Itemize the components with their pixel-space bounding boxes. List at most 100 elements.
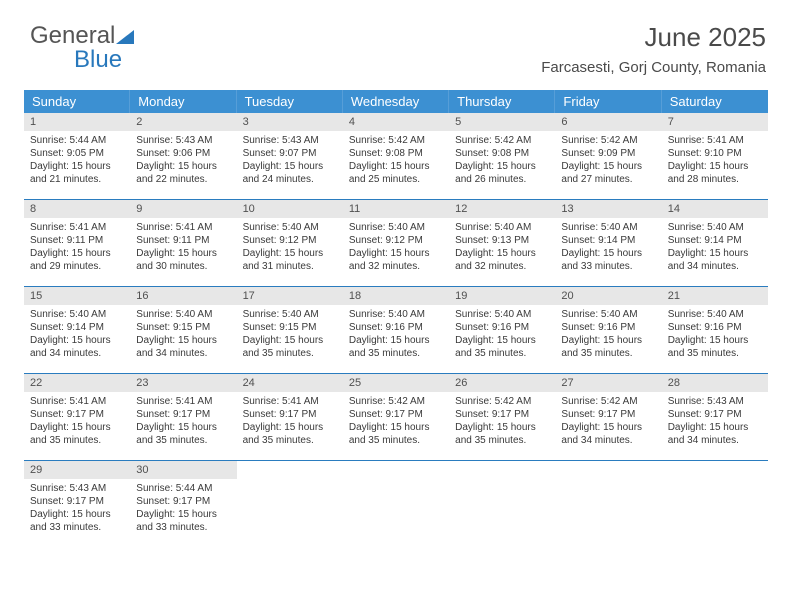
day-cell: 13Sunrise: 5:40 AMSunset: 9:14 PMDayligh… bbox=[555, 200, 661, 286]
sunrise-text: Sunrise: 5:41 AM bbox=[30, 395, 124, 408]
daylight-text: and 28 minutes. bbox=[668, 173, 762, 186]
daylight-text: Daylight: 15 hours bbox=[243, 247, 337, 260]
daylight-text: Daylight: 15 hours bbox=[30, 508, 124, 521]
sunset-text: Sunset: 9:17 PM bbox=[349, 408, 443, 421]
day-number: 1 bbox=[24, 113, 130, 131]
day-cell: 25Sunrise: 5:42 AMSunset: 9:17 PMDayligh… bbox=[343, 374, 449, 460]
daylight-text: Daylight: 15 hours bbox=[349, 334, 443, 347]
sunset-text: Sunset: 9:15 PM bbox=[136, 321, 230, 334]
daylight-text: and 35 minutes. bbox=[455, 347, 549, 360]
sunset-text: Sunset: 9:17 PM bbox=[30, 408, 124, 421]
sunset-text: Sunset: 9:07 PM bbox=[243, 147, 337, 160]
brand-triangle-icon bbox=[116, 30, 134, 44]
sunset-text: Sunset: 9:17 PM bbox=[136, 495, 230, 508]
sunrise-text: Sunrise: 5:40 AM bbox=[243, 221, 337, 234]
day-cell bbox=[237, 461, 343, 547]
daylight-text: and 30 minutes. bbox=[136, 260, 230, 273]
day-cell: 26Sunrise: 5:42 AMSunset: 9:17 PMDayligh… bbox=[449, 374, 555, 460]
day-cell: 20Sunrise: 5:40 AMSunset: 9:16 PMDayligh… bbox=[555, 287, 661, 373]
sunrise-text: Sunrise: 5:43 AM bbox=[136, 134, 230, 147]
daylight-text: and 35 minutes. bbox=[561, 347, 655, 360]
sunrise-text: Sunrise: 5:43 AM bbox=[243, 134, 337, 147]
daylight-text: Daylight: 15 hours bbox=[455, 160, 549, 173]
daylight-text: Daylight: 15 hours bbox=[561, 334, 655, 347]
weeks-container: 1Sunrise: 5:44 AMSunset: 9:05 PMDaylight… bbox=[24, 113, 768, 547]
day-cell: 14Sunrise: 5:40 AMSunset: 9:14 PMDayligh… bbox=[662, 200, 768, 286]
daylight-text: and 35 minutes. bbox=[243, 347, 337, 360]
sunrise-text: Sunrise: 5:44 AM bbox=[136, 482, 230, 495]
sunset-text: Sunset: 9:16 PM bbox=[455, 321, 549, 334]
daylight-text: Daylight: 15 hours bbox=[243, 160, 337, 173]
day-number: 11 bbox=[343, 200, 449, 218]
day-cell: 27Sunrise: 5:42 AMSunset: 9:17 PMDayligh… bbox=[555, 374, 661, 460]
daylight-text: and 31 minutes. bbox=[243, 260, 337, 273]
day-cell: 17Sunrise: 5:40 AMSunset: 9:15 PMDayligh… bbox=[237, 287, 343, 373]
day-cell: 12Sunrise: 5:40 AMSunset: 9:13 PMDayligh… bbox=[449, 200, 555, 286]
sunrise-text: Sunrise: 5:41 AM bbox=[136, 395, 230, 408]
daylight-text: and 29 minutes. bbox=[30, 260, 124, 273]
daylight-text: Daylight: 15 hours bbox=[243, 421, 337, 434]
sunrise-text: Sunrise: 5:42 AM bbox=[349, 134, 443, 147]
week-row: 15Sunrise: 5:40 AMSunset: 9:14 PMDayligh… bbox=[24, 287, 768, 374]
weekday-header: Sunday bbox=[24, 90, 130, 113]
sunrise-text: Sunrise: 5:42 AM bbox=[561, 134, 655, 147]
day-cell: 2Sunrise: 5:43 AMSunset: 9:06 PMDaylight… bbox=[130, 113, 236, 199]
sunrise-text: Sunrise: 5:42 AM bbox=[455, 395, 549, 408]
daylight-text: and 33 minutes. bbox=[136, 521, 230, 534]
daylight-text: and 34 minutes. bbox=[668, 260, 762, 273]
sunrise-text: Sunrise: 5:40 AM bbox=[136, 308, 230, 321]
day-number: 21 bbox=[662, 287, 768, 305]
sunrise-text: Sunrise: 5:40 AM bbox=[349, 221, 443, 234]
sunrise-text: Sunrise: 5:43 AM bbox=[668, 395, 762, 408]
sunset-text: Sunset: 9:15 PM bbox=[243, 321, 337, 334]
daylight-text: and 33 minutes. bbox=[30, 521, 124, 534]
daylight-text: and 33 minutes. bbox=[561, 260, 655, 273]
calendar-grid: Sunday Monday Tuesday Wednesday Thursday… bbox=[24, 90, 768, 547]
daylight-text: Daylight: 15 hours bbox=[136, 508, 230, 521]
sunset-text: Sunset: 9:13 PM bbox=[455, 234, 549, 247]
day-number: 24 bbox=[237, 374, 343, 392]
day-cell: 10Sunrise: 5:40 AMSunset: 9:12 PMDayligh… bbox=[237, 200, 343, 286]
day-cell: 24Sunrise: 5:41 AMSunset: 9:17 PMDayligh… bbox=[237, 374, 343, 460]
daylight-text: and 35 minutes. bbox=[243, 434, 337, 447]
day-cell: 29Sunrise: 5:43 AMSunset: 9:17 PMDayligh… bbox=[24, 461, 130, 547]
daylight-text: Daylight: 15 hours bbox=[455, 421, 549, 434]
sunrise-text: Sunrise: 5:40 AM bbox=[668, 221, 762, 234]
day-number: 28 bbox=[662, 374, 768, 392]
daylight-text: and 35 minutes. bbox=[668, 347, 762, 360]
sunset-text: Sunset: 9:05 PM bbox=[30, 147, 124, 160]
daylight-text: and 22 minutes. bbox=[136, 173, 230, 186]
day-cell bbox=[555, 461, 661, 547]
daylight-text: Daylight: 15 hours bbox=[136, 247, 230, 260]
sunrise-text: Sunrise: 5:41 AM bbox=[668, 134, 762, 147]
daylight-text: Daylight: 15 hours bbox=[668, 334, 762, 347]
sunset-text: Sunset: 9:17 PM bbox=[243, 408, 337, 421]
day-number: 3 bbox=[237, 113, 343, 131]
weekday-header-row: Sunday Monday Tuesday Wednesday Thursday… bbox=[24, 90, 768, 113]
daylight-text: Daylight: 15 hours bbox=[668, 421, 762, 434]
sunset-text: Sunset: 9:16 PM bbox=[668, 321, 762, 334]
day-number: 18 bbox=[343, 287, 449, 305]
day-cell: 19Sunrise: 5:40 AMSunset: 9:16 PMDayligh… bbox=[449, 287, 555, 373]
day-number: 13 bbox=[555, 200, 661, 218]
weekday-header: Monday bbox=[130, 90, 236, 113]
sunrise-text: Sunrise: 5:42 AM bbox=[561, 395, 655, 408]
day-number: 7 bbox=[662, 113, 768, 131]
day-number: 12 bbox=[449, 200, 555, 218]
day-number: 8 bbox=[24, 200, 130, 218]
header-right: June 2025 Farcasesti, Gorj County, Roman… bbox=[541, 22, 766, 76]
sunrise-text: Sunrise: 5:43 AM bbox=[30, 482, 124, 495]
sunset-text: Sunset: 9:14 PM bbox=[30, 321, 124, 334]
daylight-text: and 26 minutes. bbox=[455, 173, 549, 186]
sunset-text: Sunset: 9:06 PM bbox=[136, 147, 230, 160]
daylight-text: and 21 minutes. bbox=[30, 173, 124, 186]
daylight-text: Daylight: 15 hours bbox=[30, 160, 124, 173]
sunset-text: Sunset: 9:17 PM bbox=[668, 408, 762, 421]
daylight-text: and 32 minutes. bbox=[349, 260, 443, 273]
weekday-header: Wednesday bbox=[343, 90, 449, 113]
day-cell: 28 Sunrise: 5:43 AMSunset: 9:17 PMDayligh… bbox=[662, 374, 768, 460]
day-cell bbox=[343, 461, 449, 547]
sunrise-text: Sunrise: 5:40 AM bbox=[455, 308, 549, 321]
day-cell: 16Sunrise: 5:40 AMSunset: 9:15 PMDayligh… bbox=[130, 287, 236, 373]
sunrise-text: Sunrise: 5:40 AM bbox=[30, 308, 124, 321]
